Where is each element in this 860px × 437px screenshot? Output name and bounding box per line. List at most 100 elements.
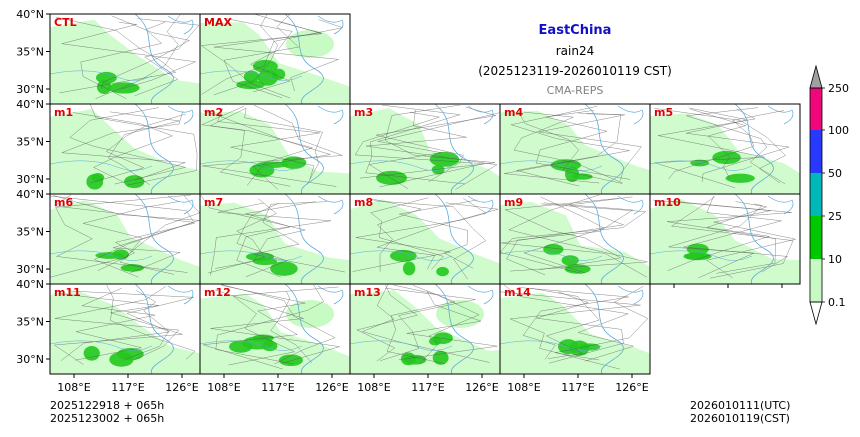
colorbar-segment [810, 216, 822, 259]
province-border [244, 108, 323, 185]
river [499, 340, 603, 351]
coastline [767, 105, 794, 125]
river [49, 340, 153, 351]
panel-label: m10 [654, 196, 681, 209]
moderate-rain-cell [252, 334, 274, 342]
y-tick-label: 35°N [16, 226, 44, 239]
province-border [54, 194, 194, 278]
province-border [516, 112, 621, 187]
colorbar-tick-label: 100 [828, 124, 849, 137]
light-rain-area [200, 293, 350, 374]
x-tick-label: 108°E [57, 381, 90, 394]
river [649, 160, 753, 171]
moderate-rain-cell [433, 332, 453, 344]
panel-label: m6 [54, 196, 73, 209]
province-border [354, 112, 485, 188]
moderate-rain-cell [257, 70, 278, 86]
x-tick-label: 108°E [207, 381, 240, 394]
province-border [653, 199, 796, 279]
province-border [124, 290, 169, 360]
moderate-rain-cell [432, 350, 449, 365]
province-border [101, 15, 190, 89]
panel-m12: m12 [199, 283, 351, 375]
colorbar-frame [809, 87, 823, 303]
province-border [61, 22, 197, 90]
coastline [434, 193, 474, 285]
x-tick-label: 117°E [111, 381, 144, 394]
colorbar-tick-label: 250 [828, 82, 849, 95]
province-border [220, 284, 336, 365]
moderate-rain-cell [561, 255, 579, 266]
province-border [95, 14, 181, 99]
valid-time-cst: 2026010119(CST) [690, 412, 790, 425]
province-border [270, 291, 313, 363]
y-tick-label: 30°N [16, 173, 44, 186]
river [49, 250, 153, 261]
province-border [654, 108, 786, 184]
coastline [167, 285, 194, 305]
river [349, 250, 453, 261]
x-tick-label: 126°E [465, 381, 498, 394]
coastline [434, 283, 474, 375]
moderate-rain-cell [83, 345, 100, 361]
coastline [617, 105, 644, 125]
coastline [134, 193, 174, 285]
province-border [90, 104, 198, 186]
y-tick-label: 40°N [16, 188, 44, 201]
province-border [366, 110, 498, 190]
colorbar-tick-label: 25 [828, 210, 842, 223]
panel-ctl: CTL [49, 13, 201, 105]
colorbar-segment [810, 173, 822, 216]
light-rain-area [500, 110, 650, 194]
coastline [167, 195, 194, 215]
province-border [667, 200, 792, 274]
moderate-rain-cell [564, 264, 591, 274]
moderate-rain-cell [429, 151, 460, 167]
province-border [55, 16, 177, 94]
moderate-rain-cell [436, 266, 449, 277]
province-border [686, 107, 790, 182]
coastline [284, 13, 324, 105]
moderate-rain-cell [725, 173, 755, 183]
coastline [317, 195, 344, 215]
moderate-rain-cell [95, 252, 124, 259]
coastline [734, 103, 774, 195]
province-border [223, 14, 300, 98]
panel-label: m13 [354, 286, 381, 299]
river [49, 160, 153, 171]
province-border [75, 288, 156, 361]
panel-frame [649, 193, 801, 285]
coastline [584, 193, 624, 285]
province-border [201, 19, 344, 95]
y-tick-label: 35°N [16, 316, 44, 329]
y-tick-label: 35°N [16, 136, 44, 149]
moderate-rain-cell [236, 80, 265, 90]
moderate-rain-cell [376, 170, 408, 185]
light-rain-area [50, 19, 200, 104]
province-border [399, 199, 478, 269]
province-border [398, 290, 498, 360]
province-border [50, 201, 180, 278]
province-border [134, 18, 200, 97]
province-border [69, 107, 186, 185]
province-border [690, 109, 747, 179]
province-border [500, 291, 641, 370]
moderate-rain-cell [684, 252, 710, 260]
x-tick-label: 126°E [315, 381, 348, 394]
province-border [667, 201, 770, 271]
coastline [167, 105, 194, 125]
province-border [201, 106, 291, 187]
coastline [767, 195, 794, 215]
panel-label: m9 [504, 196, 523, 209]
province-border [668, 203, 763, 279]
moderate-rain-cell [402, 261, 416, 276]
y-tick-label: 40°N [16, 278, 44, 291]
coastline [317, 105, 344, 125]
province-border [55, 194, 191, 273]
light-rain-area [50, 200, 200, 284]
moderate-rain-cell [95, 71, 117, 84]
moderate-rain-cell [229, 340, 253, 353]
province-border [501, 196, 648, 278]
